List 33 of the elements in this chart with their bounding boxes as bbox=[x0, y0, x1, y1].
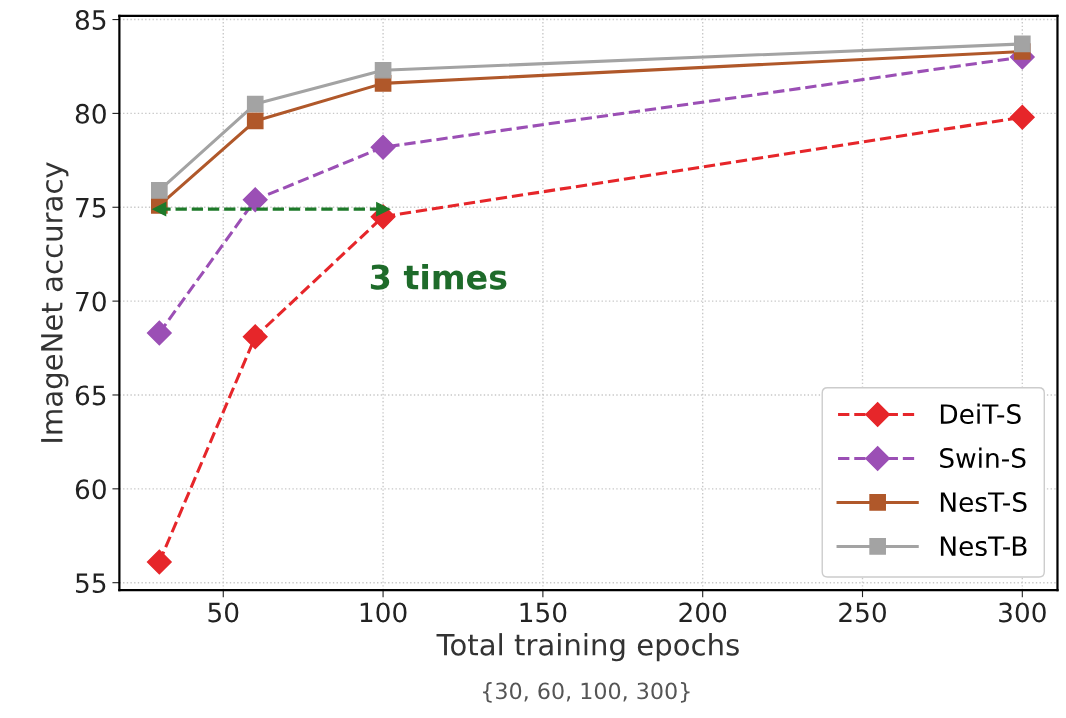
annotation: 3 times bbox=[370, 263, 507, 290]
x-tick-label: 100 bbox=[360, 602, 407, 623]
x-tick-label: 200 bbox=[679, 602, 727, 623]
point bbox=[1013, 35, 1031, 53]
point bbox=[152, 202, 167, 217]
text: {30, 60, 100, 300} bbox=[483, 682, 690, 703]
legend-label: DeiT-S bbox=[940, 403, 1021, 425]
x-tick-label: 300 bbox=[999, 602, 1046, 623]
legend-label: Swin-S bbox=[940, 447, 1026, 469]
y-axis-title: ImageNet accuracy bbox=[41, 162, 69, 442]
point bbox=[374, 61, 392, 79]
point bbox=[370, 134, 396, 160]
y-tick-label: 70 bbox=[76, 291, 106, 312]
y-tick-label: 75 bbox=[76, 198, 106, 218]
x-axis-title: Total training epochs bbox=[436, 633, 739, 662]
y-tick-label: 85 bbox=[75, 9, 106, 30]
y-tick-label: 80 bbox=[75, 103, 106, 124]
x-tick-label: 50 bbox=[208, 602, 239, 623]
legend-label: NesT-S bbox=[940, 492, 1027, 513]
point bbox=[246, 95, 264, 113]
point bbox=[151, 182, 168, 199]
point bbox=[242, 187, 268, 213]
point bbox=[246, 112, 264, 130]
point bbox=[146, 549, 172, 575]
point bbox=[1009, 104, 1035, 130]
x-tick-label: 250 bbox=[839, 602, 886, 623]
y-tick-label: 65 bbox=[75, 385, 106, 406]
point bbox=[242, 324, 268, 350]
y-tick-label: 55 bbox=[76, 573, 106, 594]
x-tick-label: 150 bbox=[520, 602, 567, 623]
point bbox=[146, 320, 172, 346]
legend-label: NesT-B bbox=[940, 536, 1027, 557]
y-tick-label: 60 bbox=[75, 479, 106, 500]
